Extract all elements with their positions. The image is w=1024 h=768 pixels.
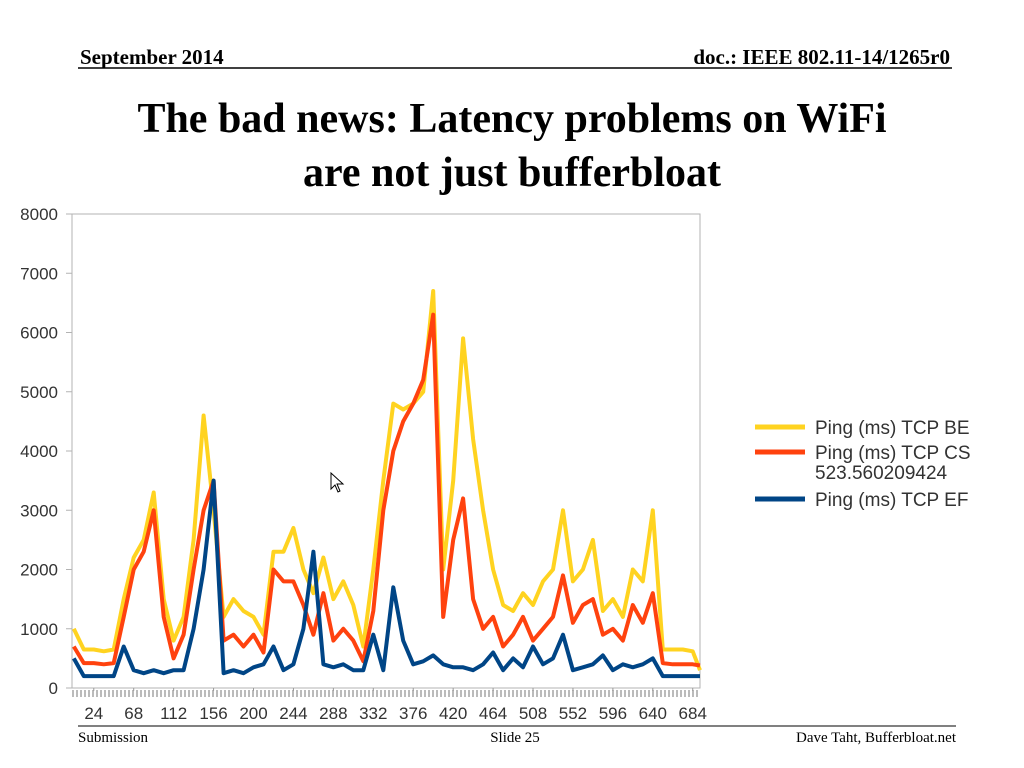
footer-left: Submission — [78, 730, 149, 746]
x-tick-label: 552 — [559, 704, 587, 723]
header-doc: doc.: IEEE 802.11-14/1265r0 — [693, 45, 950, 69]
legend-label: Ping (ms) TCP CS — [815, 443, 971, 464]
title-line: The bad news: Latency problems on WiFi — [137, 96, 886, 142]
header-date: September 2014 — [80, 45, 224, 69]
x-tick-label: 640 — [639, 704, 667, 723]
x-tick-label: 156 — [199, 704, 227, 723]
footer-center: Slide 25 — [490, 730, 540, 746]
y-tick-label: 7000 — [20, 264, 58, 283]
y-tick-label: 8000 — [20, 205, 58, 224]
x-tick-label: 332 — [359, 704, 387, 723]
x-tick-label: 464 — [479, 704, 507, 723]
series-line — [72, 478, 700, 679]
x-tick-label: 68 — [124, 704, 143, 723]
x-tick-label: 244 — [279, 704, 307, 723]
x-tick-label: 288 — [319, 704, 347, 723]
series-line — [72, 312, 701, 668]
x-tick-label: 200 — [239, 704, 267, 723]
x-tick-label: 112 — [160, 704, 187, 723]
y-tick-label: 2000 — [20, 561, 58, 580]
title-line: are not just bufferbloat — [303, 150, 721, 196]
x-tick-label: 420 — [439, 704, 467, 723]
y-tick-label: 0 — [49, 679, 58, 698]
axis-strip — [72, 690, 700, 697]
legend-label: Ping (ms) TCP BE — [815, 418, 970, 439]
x-tick-label: 596 — [599, 704, 627, 723]
y-tick-label: 6000 — [20, 324, 58, 343]
y-tick-label: 1000 — [20, 620, 58, 639]
chart: 0 1000 2000 3000 4000 5000 6000 7000 8000 24 68 112… — [20, 205, 970, 723]
cursor — [330, 471, 345, 493]
y-tick-label: 3000 — [20, 501, 58, 520]
series-line — [71, 289, 702, 671]
legend-note: 523.560209424 — [815, 463, 948, 484]
y-tick-label: 5000 — [20, 383, 58, 402]
x-tick-label: 684 — [679, 704, 707, 723]
x-tick-label: 376 — [399, 704, 427, 723]
x-tick-label: 508 — [519, 704, 547, 723]
x-tick-label: 24 — [84, 704, 103, 723]
legend-label: Ping (ms) TCP EF — [815, 490, 968, 511]
footer-right: Dave Taht, Bufferbloat.net — [796, 730, 957, 746]
y-tick-label: 4000 — [20, 442, 58, 461]
